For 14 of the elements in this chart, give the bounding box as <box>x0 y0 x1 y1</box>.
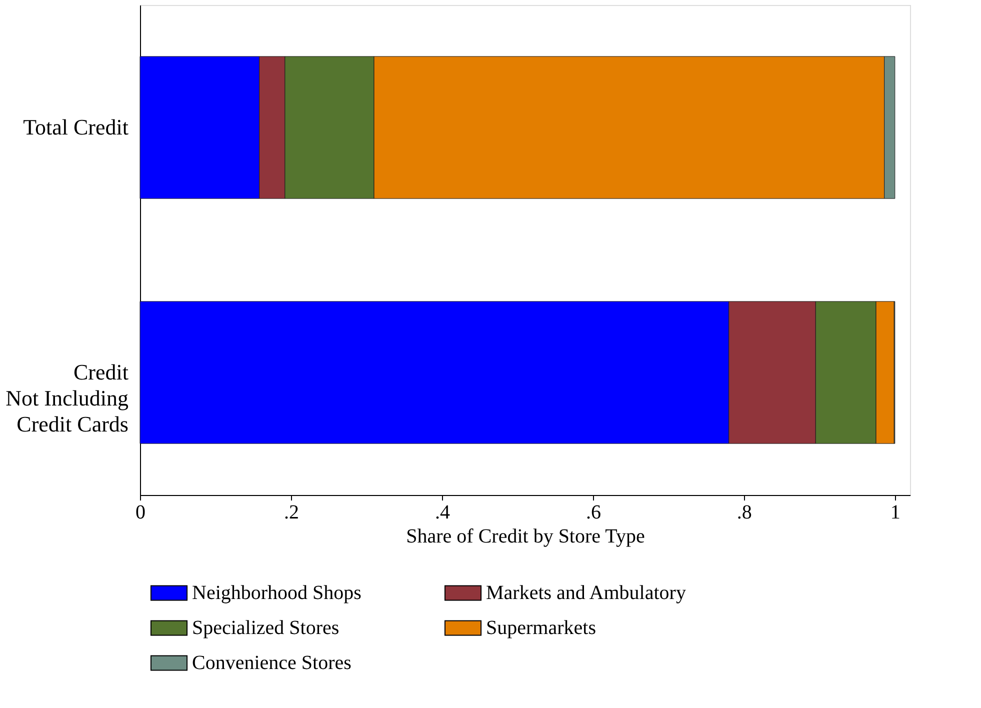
legend-label: Supermarkets <box>486 617 596 639</box>
x-tick-label: 1 <box>890 502 900 524</box>
legend-label: Neighborhood Shops <box>192 582 362 604</box>
x-tick-label: .4 <box>434 502 450 524</box>
legend-label: Convenience Stores <box>192 652 352 674</box>
x-tick-label: 0 <box>136 502 146 524</box>
x-tick-label: .2 <box>284 502 299 524</box>
legend-label: Specialized Stores <box>192 617 340 639</box>
x-tick-label: .8 <box>736 502 752 524</box>
y-tick-label: Credit Not Including Credit Cards <box>6 360 128 436</box>
legend-label: Markets and Ambulatory <box>486 582 686 604</box>
x-axis-title: Share of Credit by Store Type <box>406 526 645 548</box>
x-tick-label: .6 <box>586 502 601 524</box>
y-tick-label: Total Credit <box>23 114 128 140</box>
